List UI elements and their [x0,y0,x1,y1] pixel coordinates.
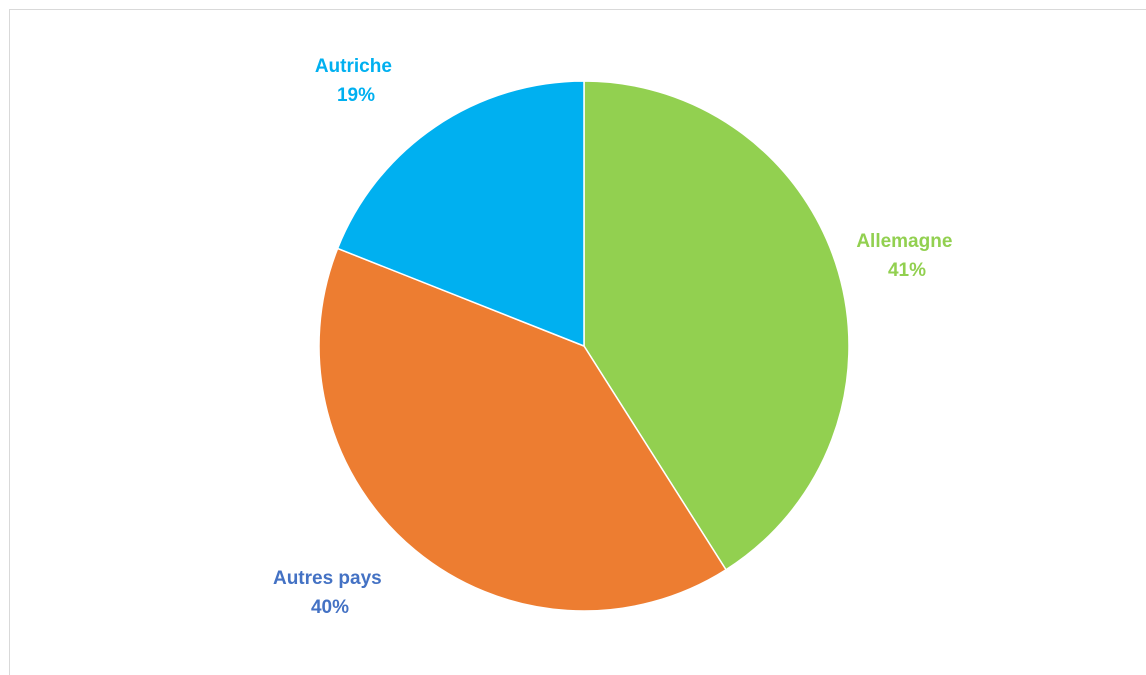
data-label-autres-pays: Autres pays 40% [273,568,387,618]
data-label-allemagne-category: Allemagne [856,231,952,252]
data-label-autriche-category: Autriche [315,56,392,77]
data-label-allemagne-percent: 41% [888,260,926,281]
data-label-autriche-percent: 19% [337,85,375,106]
data-label-autriche: Autriche 19% [315,56,397,106]
pie-slice-autres-pays [318,247,728,612]
data-label-autres-pays-category: Autres pays [273,568,382,589]
pie-slice-allemagne [583,80,850,571]
pie-slices [318,80,850,612]
data-label-allemagne: Allemagne 41% [856,231,957,281]
pie-slice-autriche [336,80,585,348]
pie-data-labels: Allemagne 41% Autres pays 40% Autriche 1… [273,56,957,618]
data-label-autres-pays-percent: 40% [311,597,349,618]
